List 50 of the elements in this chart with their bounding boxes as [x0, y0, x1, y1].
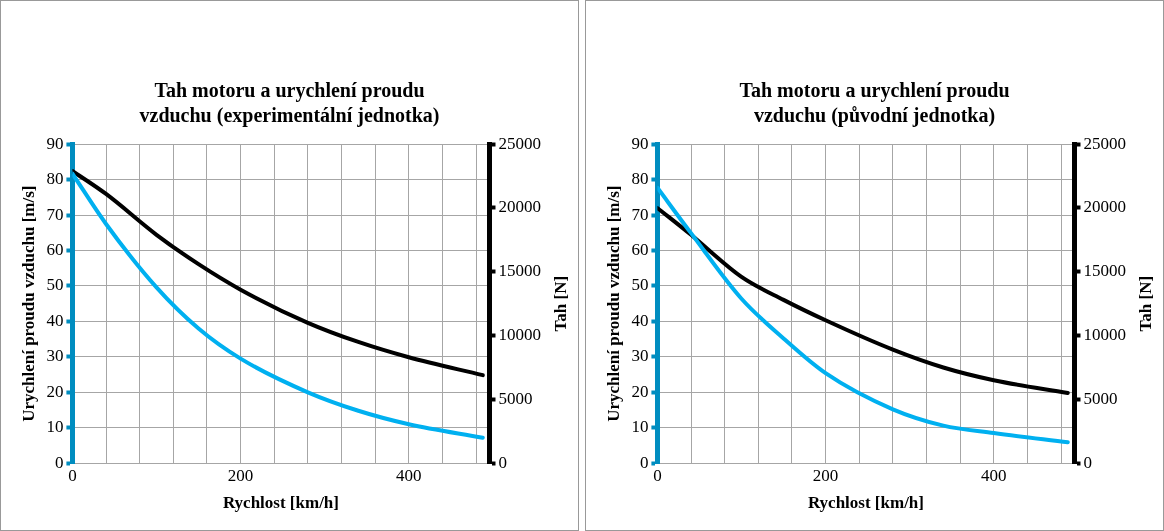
y-tick-label: 0 — [639, 452, 649, 472]
y2-axis-title: Tah [N] — [1136, 275, 1156, 332]
y2-tick-label: 0 — [1083, 452, 1092, 472]
y-tick-label: 30 — [46, 346, 64, 366]
y2-tick-label: 10000 — [498, 325, 541, 345]
y2-tick-label: 15000 — [498, 261, 541, 281]
chart-title: Tah motoru a urychlení proudu vzduchu (původní jednotka) — [738, 78, 1011, 128]
y-tick-label: 20 — [631, 381, 649, 401]
x-tick-label: 200 — [227, 465, 254, 485]
y2-tick-label: 25000 — [498, 133, 541, 153]
y-tick-label: 90 — [46, 133, 64, 153]
y-tick-label: 70 — [631, 204, 649, 224]
y-tick-label: 40 — [631, 310, 649, 330]
y2-tick-label: 20000 — [1083, 197, 1126, 217]
y2-tick-label: 25000 — [1083, 133, 1126, 153]
y2-axis-title: Tah [N] — [551, 275, 571, 332]
y-tick-label: 0 — [54, 452, 64, 472]
y-tick-label: 50 — [631, 275, 649, 295]
line-series — [657, 185, 1070, 445]
line-series — [72, 169, 485, 378]
x-tick-label: 0 — [68, 465, 77, 485]
y-tick-label: 80 — [631, 169, 649, 189]
y-tick-label: 60 — [631, 240, 649, 259]
y2-tick-label: 5000 — [498, 388, 533, 408]
chart-title: Tah motoru a urychlení proudu vzduchu (experimentální jednotka) — [138, 78, 441, 128]
x-axis-title: Rychlost [km/h] — [807, 493, 924, 513]
x-axis-title: Rychlost [km/h] — [222, 493, 339, 513]
x-tick-label: 200 — [812, 465, 839, 485]
y2-tick-label: 5000 — [1083, 388, 1118, 408]
line-series — [657, 206, 1070, 396]
y-tick-label: 60 — [46, 240, 64, 259]
y-tick-label: 90 — [631, 133, 649, 153]
y-tick-label: 70 — [46, 204, 64, 224]
x-tick-label: 0 — [653, 465, 662, 485]
y2-tick-label: 0 — [498, 452, 507, 472]
y-tick-label: 10 — [46, 417, 64, 437]
x-tick-label: 400 — [396, 465, 422, 485]
line-series — [72, 171, 485, 440]
y-axis-title: Urychlení proudu vzduchu [m/s] — [18, 185, 38, 422]
y-tick-label: 50 — [46, 275, 64, 295]
y2-tick-label: 20000 — [498, 197, 541, 217]
y-tick-label: 80 — [46, 169, 64, 189]
x-tick-label: 400 — [981, 465, 1007, 485]
y-axis-title: Urychlení proudu vzduchu [m/s] — [603, 185, 623, 422]
y-tick-label: 30 — [631, 346, 649, 366]
y-tick-label: 10 — [631, 417, 649, 437]
y-tick-label: 40 — [46, 310, 64, 330]
y2-tick-label: 15000 — [1083, 261, 1126, 281]
y-tick-label: 20 — [46, 381, 64, 401]
y2-tick-label: 10000 — [1083, 325, 1126, 345]
